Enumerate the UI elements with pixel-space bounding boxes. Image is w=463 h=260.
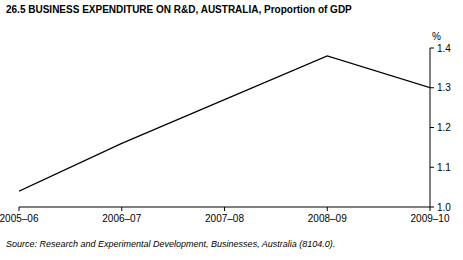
x-tick — [19, 207, 20, 211]
title: 26.5 BUSINESS EXPENDITURE ON R&D, AUSTRA… — [6, 4, 352, 15]
x-tick — [430, 207, 431, 211]
y-tick-label: 1.1 — [437, 162, 451, 173]
y-tick-label: 1.2 — [437, 122, 451, 133]
x-tick-label: 2007–08 — [205, 213, 244, 224]
y-tick — [430, 48, 434, 49]
x-tick — [327, 207, 328, 211]
y-tick-label: 1.4 — [437, 43, 451, 54]
chart-root: 26.5 BUSINESS EXPENDITURE ON R&D, AUSTRA… — [0, 0, 463, 260]
y-tick — [430, 207, 434, 208]
x-tick — [224, 207, 225, 211]
source-note: Source: Research and Experimental Develo… — [6, 239, 335, 249]
x-tick — [121, 207, 122, 211]
x-tick-label: 2005–06 — [0, 213, 39, 224]
x-tick-label: 2006–07 — [102, 213, 141, 224]
y-tick — [430, 127, 434, 128]
x-tick-label: 2008–09 — [308, 213, 347, 224]
y-tick — [430, 87, 434, 88]
data-line — [19, 56, 430, 191]
y-tick — [430, 167, 434, 168]
y-tick-label: 1.0 — [437, 202, 451, 213]
x-tick-label: 2009–10 — [411, 213, 450, 224]
y-label: % — [432, 31, 441, 42]
y-tick-label: 1.3 — [437, 82, 451, 93]
plot-area — [19, 56, 430, 191]
